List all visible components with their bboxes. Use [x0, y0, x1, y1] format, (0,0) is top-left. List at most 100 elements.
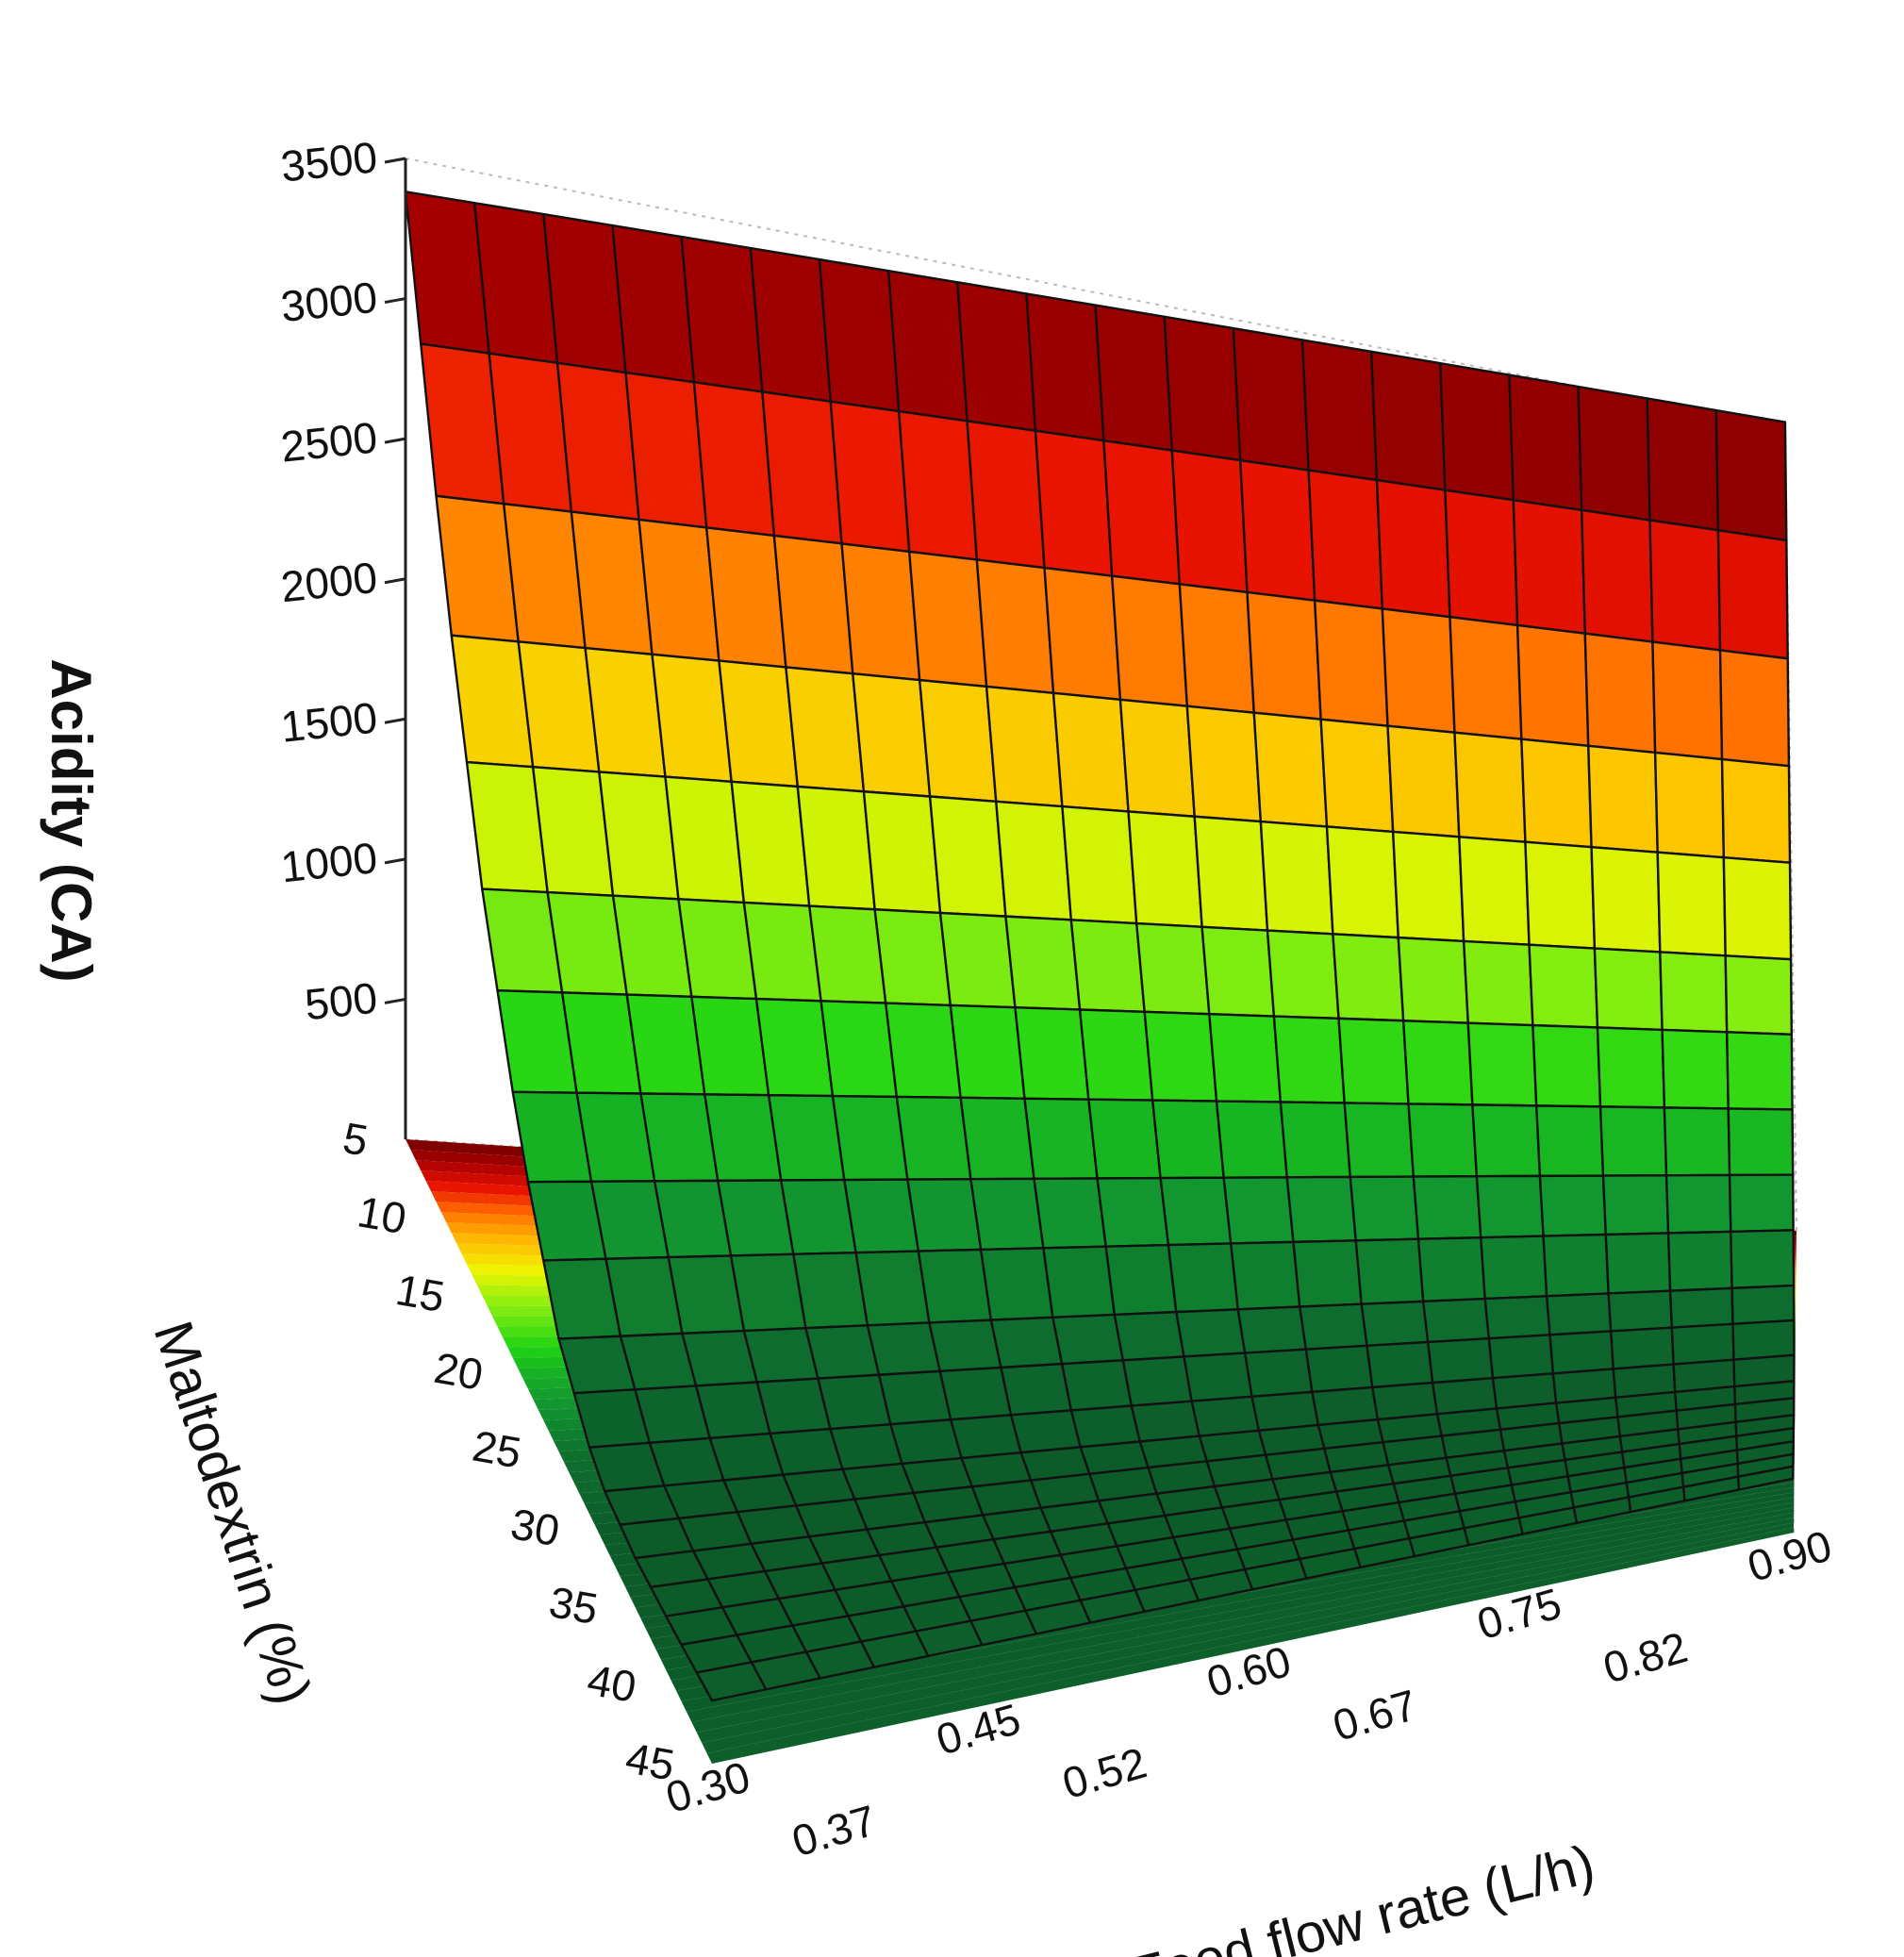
z-tick-label: 2500	[278, 412, 379, 471]
surface-cell	[680, 235, 764, 393]
surface-cell	[808, 904, 887, 1004]
surface-cell	[1444, 489, 1519, 627]
surface-cell	[989, 1316, 1064, 1369]
surface-cell	[785, 666, 866, 793]
surface-cell	[1215, 1100, 1288, 1179]
surface-cell	[918, 678, 998, 803]
surface-cell	[1439, 361, 1515, 502]
surface-cell	[796, 785, 876, 911]
surface-cell	[1369, 350, 1447, 491]
surface-cell	[1230, 1240, 1301, 1311]
y-tick-label: 45	[622, 1733, 678, 1789]
surface-cell	[843, 1178, 920, 1254]
z-tick-label: 3500	[278, 132, 379, 191]
surface-cell	[1596, 1026, 1666, 1109]
surface-cell	[1299, 1302, 1368, 1351]
z-tick	[384, 717, 406, 724]
surface-cell	[780, 1178, 857, 1256]
surface-cell	[1422, 1297, 1491, 1344]
surface-cell	[1143, 1010, 1218, 1103]
surface-cell	[1366, 1340, 1434, 1389]
surface-cell	[956, 281, 1037, 432]
surface-cell	[1307, 469, 1384, 610]
surface-cell	[1471, 1103, 1542, 1178]
surface-cell	[1190, 1395, 1261, 1437]
surface-cell	[1391, 830, 1465, 943]
floor-band	[702, 1522, 1795, 1753]
surface-cell	[1653, 751, 1726, 859]
surface-cell	[704, 526, 787, 669]
surface-cell	[975, 558, 1055, 695]
surface-cell	[1159, 1176, 1233, 1247]
surface-cell	[1319, 718, 1395, 834]
floor-band	[696, 1518, 1795, 1743]
surface-cell	[1656, 851, 1727, 957]
surface-cell	[1580, 508, 1654, 643]
surface-cell	[792, 1251, 869, 1330]
surface-cell	[886, 269, 969, 423]
surface-cell	[1094, 304, 1173, 452]
surface-cell	[906, 1177, 983, 1252]
surface-cell	[1731, 1318, 1796, 1361]
surface-cell	[829, 400, 911, 554]
surface-cell	[1598, 1105, 1668, 1177]
surface-cell	[1163, 315, 1242, 462]
surface-cell	[1593, 947, 1664, 1032]
surface-cell	[1466, 1021, 1538, 1107]
y-tick-label: 30	[507, 1499, 563, 1555]
surface-cell	[1666, 1230, 1733, 1292]
surface-cell	[1542, 1233, 1610, 1298]
surface-cell	[1587, 744, 1659, 854]
surface-cell	[1458, 836, 1531, 946]
z-tick	[384, 157, 406, 164]
surface-cell	[895, 1095, 972, 1181]
surface-cell	[818, 257, 901, 413]
y-tick-label: 20	[431, 1343, 487, 1400]
surface-cell	[1292, 1239, 1363, 1308]
y-tick-label: 25	[469, 1420, 524, 1477]
surface-cell	[1648, 519, 1722, 652]
surface-cell	[1034, 429, 1114, 577]
z-tick	[384, 577, 406, 585]
surface-cell	[1243, 1348, 1314, 1398]
surface-cell	[1252, 711, 1329, 828]
surface-cell	[718, 659, 799, 788]
surface-cell	[1087, 1098, 1162, 1180]
x-tick-label: 0.67	[1328, 1680, 1422, 1750]
surface-cell	[730, 780, 811, 907]
surface-cell	[1515, 623, 1590, 748]
surface-cell	[928, 795, 1007, 918]
surface-cell	[1487, 1334, 1555, 1380]
y-tick-label: 15	[392, 1265, 448, 1321]
surface-cell	[1577, 385, 1651, 522]
surface-cell	[1183, 1352, 1253, 1402]
surface-cell	[1069, 1404, 1141, 1449]
surface-cell	[1407, 1103, 1479, 1178]
surface-cell	[1716, 529, 1789, 660]
surface-cell	[1426, 1336, 1495, 1385]
x-tick-label: 0.30	[660, 1751, 754, 1822]
surface-cell	[1659, 951, 1729, 1034]
surface-cell	[1178, 583, 1255, 714]
surface-cell	[1538, 1174, 1608, 1237]
surface-cell	[862, 790, 942, 915]
z-tick	[384, 297, 406, 305]
surface-cell	[1285, 1175, 1357, 1244]
surface-cell	[1728, 1173, 1795, 1234]
surface-cell	[1381, 607, 1456, 734]
surface-cell	[749, 246, 832, 403]
surface-cell	[772, 534, 854, 675]
surface-cell	[949, 1003, 1026, 1100]
surface-cell	[1548, 1330, 1614, 1375]
surface-cell	[804, 1324, 881, 1380]
surface-cell	[1096, 1176, 1170, 1248]
surface-cell	[1042, 1245, 1117, 1318]
z-tick	[384, 997, 406, 1004]
surface-cell	[1266, 929, 1340, 1020]
surface-cell	[1300, 339, 1379, 482]
surface-cell	[1535, 1104, 1605, 1178]
surface-cell	[1222, 1176, 1295, 1245]
surface-cell	[938, 1366, 1013, 1421]
surface-cell	[1651, 640, 1724, 761]
